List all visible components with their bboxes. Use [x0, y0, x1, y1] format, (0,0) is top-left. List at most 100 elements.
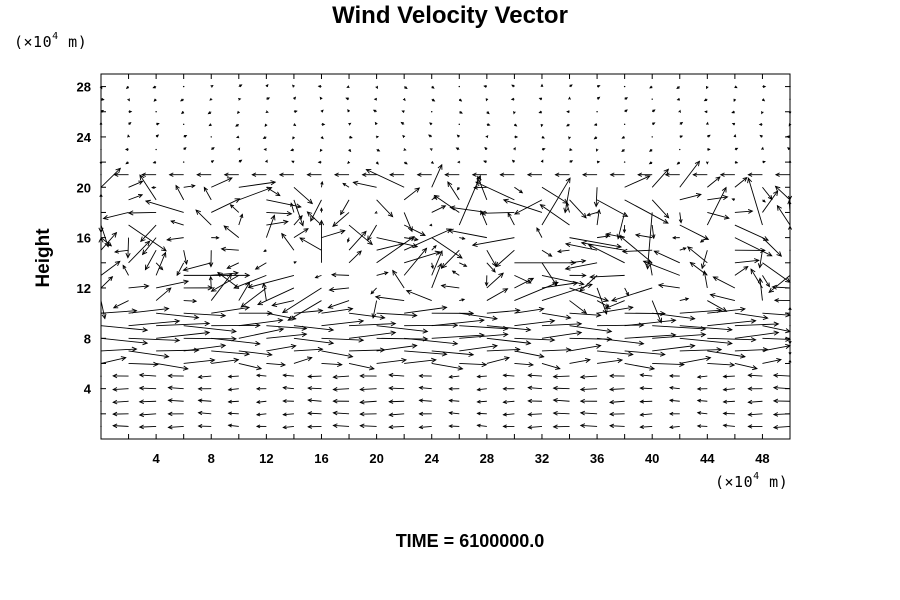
wind-vector: [596, 160, 601, 164]
wind-vector: [223, 172, 239, 177]
wind-vector: [235, 135, 240, 139]
wind-vector: [321, 122, 326, 126]
wind-vector: [430, 160, 435, 164]
wind-vector: [211, 350, 251, 357]
wind-vector: [511, 159, 515, 163]
wind-vector: [375, 135, 380, 139]
wind-vector: [706, 86, 709, 90]
wind-vector: [405, 289, 432, 301]
wind-vector: [166, 236, 184, 242]
wind-vector: [456, 187, 460, 191]
wind-vector: [431, 332, 485, 339]
wind-vector: [707, 300, 728, 312]
wind-vector: [321, 318, 365, 327]
wind-vector: [639, 412, 653, 417]
wind-vector: [593, 136, 598, 140]
wind-vector: [429, 148, 433, 151]
wind-vector: [128, 283, 150, 289]
wind-vector: [652, 343, 696, 352]
wind-vector: [527, 398, 542, 404]
wind-vector: [448, 386, 460, 391]
wind-vector: [651, 300, 663, 324]
wind-vector: [707, 362, 736, 368]
wind-vector: [679, 121, 684, 125]
wind-vector: [265, 110, 269, 114]
wind-vector: [141, 237, 157, 256]
wind-vector: [762, 343, 792, 352]
wind-vector: [597, 337, 645, 346]
wind-vector: [138, 385, 157, 391]
wind-vector: [676, 161, 681, 165]
wind-vector: [639, 399, 653, 404]
wind-vector: [375, 85, 378, 90]
wind-vector: [609, 172, 625, 177]
wind-vector: [376, 148, 381, 152]
wind-vector: [541, 249, 553, 257]
wind-vector: [255, 373, 267, 378]
wind-vector: [183, 134, 188, 138]
wind-vector: [183, 250, 189, 266]
wind-vector: [623, 161, 626, 163]
x-tick-label: 8: [208, 451, 215, 466]
wind-vector: [483, 160, 487, 164]
wind-vector: [734, 208, 754, 214]
wind-vector: [679, 192, 702, 201]
wind-vector: [431, 85, 435, 89]
wind-vector: [144, 249, 157, 271]
wind-vector: [112, 399, 129, 405]
wind-vector: [100, 300, 107, 320]
wind-vector: [696, 424, 708, 429]
wind-vector: [226, 262, 239, 269]
wind-vector: [637, 172, 653, 177]
wind-vector: [772, 424, 791, 430]
wind-vector: [183, 325, 237, 334]
wind-vector: [370, 287, 377, 295]
wind-vector: [579, 374, 598, 380]
wind-vector: [458, 123, 460, 126]
wind-vector: [568, 136, 571, 140]
wind-vector: [319, 148, 323, 153]
wind-vector: [403, 228, 452, 251]
wind-vector: [486, 262, 496, 273]
wind-vector: [593, 187, 599, 208]
wind-vector: [569, 237, 623, 249]
wind-vector: [196, 172, 212, 177]
wind-vector: [597, 322, 645, 328]
wind-vector: [668, 385, 680, 390]
wind-vector: [261, 282, 267, 301]
x-tick-label: 4: [153, 451, 161, 466]
wind-vector: [176, 262, 185, 277]
wind-vector: [392, 269, 405, 289]
wind-vector: [747, 373, 763, 378]
wind-vector: [210, 160, 215, 163]
wind-vector: [527, 412, 542, 417]
wind-vector: [696, 374, 708, 379]
wind-vector: [707, 176, 721, 188]
wind-vector: [266, 332, 308, 339]
wind-vector: [484, 275, 489, 287]
wind-vector: [448, 374, 460, 379]
wind-vector: [359, 399, 377, 405]
wind-vector: [263, 148, 267, 151]
wind-vector: [112, 423, 129, 429]
time-annotation: TIME = 6100000.0: [395, 531, 545, 551]
wind-vector: [167, 373, 184, 379]
wind-vector: [388, 372, 405, 378]
wind-vector: [144, 199, 184, 213]
wind-vector: [552, 410, 570, 416]
wind-vector: [128, 122, 132, 126]
wind-vector: [197, 410, 212, 416]
wind-vector: [282, 412, 294, 417]
wind-vector: [404, 237, 419, 242]
wind-vector: [262, 136, 267, 139]
wind-vector: [299, 237, 322, 251]
wind-vector: [651, 168, 670, 188]
wind-vector: [689, 261, 708, 276]
wind-vector: [485, 98, 489, 102]
wind-vector: [651, 109, 656, 113]
wind-vector: [127, 98, 130, 102]
wind-vector: [266, 219, 289, 226]
wind-vector: [155, 148, 157, 151]
wind-vector: [444, 172, 460, 177]
